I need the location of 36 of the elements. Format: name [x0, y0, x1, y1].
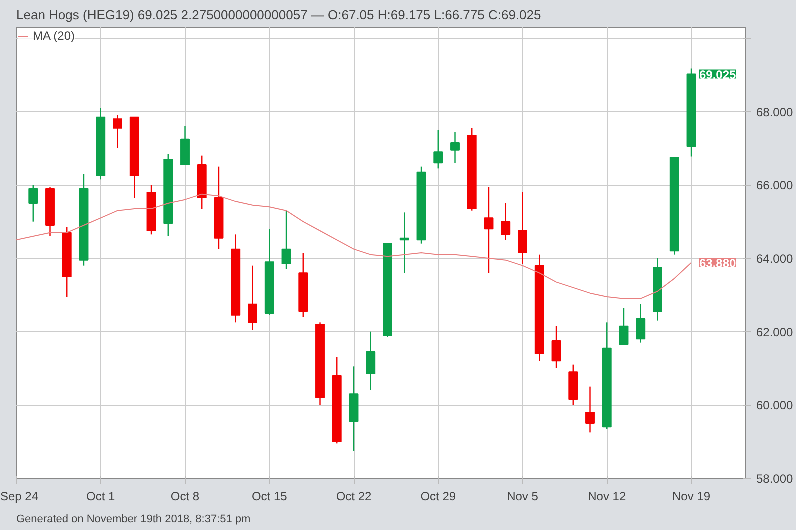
x-tick-label: Nov 19: [672, 490, 711, 504]
candlestick: [366, 331, 376, 392]
x-tick-label: Oct 15: [252, 490, 288, 504]
y-tick-label: 66.000: [756, 178, 794, 193]
candlestick: [28, 184, 38, 222]
y-tick-label: 58.000: [756, 472, 794, 486]
x-tick-label: Oct 8: [170, 490, 200, 504]
x-tick-label: Nov 5: [507, 490, 539, 504]
annotation: 63.880: [700, 256, 737, 270]
y-tick-label: 60.000: [756, 398, 794, 413]
annotation: 69.025: [700, 68, 737, 82]
candlestick: [619, 307, 629, 346]
candlestick: [501, 202, 511, 241]
y-tick-label: 68.000: [756, 105, 794, 120]
chart-title: Lean Hogs (HEG19) 69.025 2.2750000000000057 — O:67.05 H:69.175 L:66.775 C:69.025: [16, 8, 542, 22]
candlestick: [113, 114, 122, 150]
candlestick: [586, 386, 595, 434]
candlestick: [636, 304, 646, 344]
y-tick-label: 62.000: [756, 325, 794, 340]
line-series: [16, 194, 692, 300]
candlestick: [552, 326, 562, 370]
candlestick: [282, 210, 292, 270]
candlestick: [518, 192, 528, 265]
x-tick-label: Oct 22: [336, 490, 372, 504]
candlestick: [400, 212, 410, 274]
candlestick: [450, 131, 460, 164]
candlestick: [484, 186, 494, 274]
y-tick-label: 64.000: [756, 252, 794, 266]
x-tick-label: Oct 29: [420, 490, 456, 504]
x-tick-label: Oct 1: [86, 490, 116, 504]
x-tick-label: Nov 12: [588, 490, 626, 504]
legend-label: MA (20): [33, 29, 76, 43]
candlestick: [434, 130, 444, 170]
x-tick-label: Sep 24: [0, 490, 39, 504]
text: Generated on November 19th 2018, 8:37:51 pm: [16, 514, 251, 526]
candlestick: [248, 265, 258, 331]
